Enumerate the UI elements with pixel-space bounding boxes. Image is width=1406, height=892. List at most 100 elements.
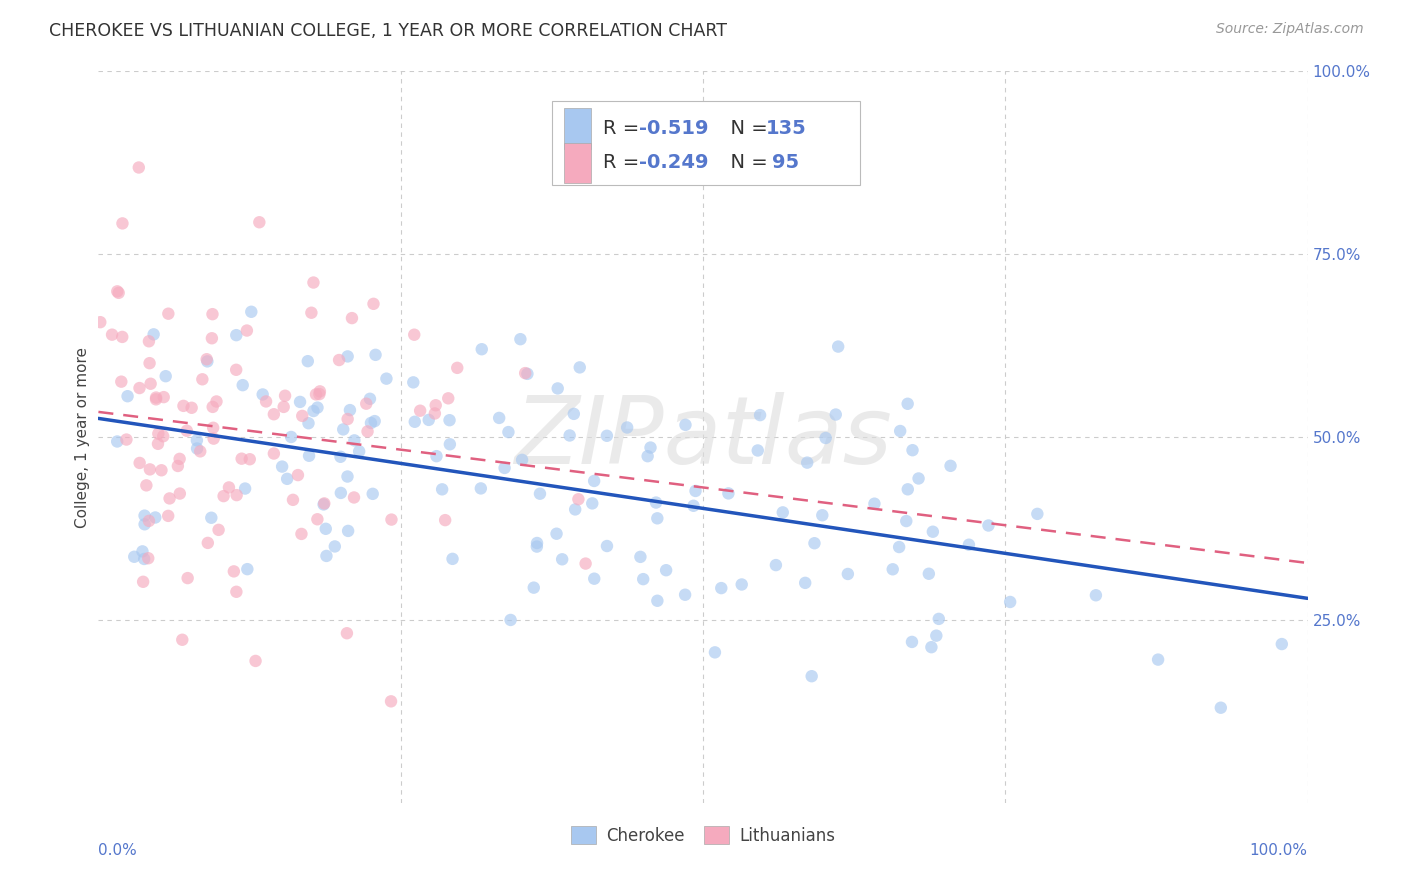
Point (887, 540, 910, 554)
Point (139, 462, 162, 476)
Point (425, 449, 447, 463)
Point (297, 416, 319, 430)
Point (616, 420, 638, 434)
Point (1209, 700, 1232, 714)
Point (263, 407, 285, 421)
Point (188, 444, 211, 458)
Point (1271, 637, 1294, 651)
Point (291, 409, 314, 423)
Point (796, 456, 818, 470)
Point (236, 324, 259, 338)
Point (1026, 507, 1049, 521)
Point (201, 400, 224, 414)
Point (117, 389, 139, 403)
Point (423, 407, 446, 421)
Point (977, 518, 1000, 533)
Point (252, 387, 274, 401)
Y-axis label: College, 1 year or more: College, 1 year or more (75, 347, 90, 527)
Point (169, 486, 191, 500)
Point (186, 434, 208, 448)
Point (201, 331, 224, 345)
Point (240, 305, 263, 319)
Point (747, 443, 769, 458)
Point (596, 539, 619, 553)
Text: R =: R = (603, 119, 645, 138)
Point (364, 348, 387, 362)
Point (897, 397, 920, 411)
Point (1147, 652, 1170, 666)
Point (703, 645, 725, 659)
Point (299, 306, 322, 320)
Point (710, 581, 733, 595)
Point (254, 394, 277, 409)
Point (637, 449, 659, 463)
Point (363, 297, 385, 311)
Point (107, 285, 129, 300)
Point (309, 384, 332, 399)
Point (404, 327, 426, 342)
Point (437, 392, 460, 406)
Point (232, 378, 254, 392)
Point (329, 450, 352, 464)
Point (434, 513, 457, 527)
Text: -0.519: -0.519 (638, 119, 709, 138)
Point (529, 486, 551, 500)
Point (562, 407, 585, 421)
Point (150, 463, 173, 477)
Point (523, 581, 546, 595)
Point (172, 399, 194, 413)
Point (138, 514, 160, 528)
Point (191, 372, 214, 386)
Point (800, 669, 823, 683)
Point (328, 353, 350, 368)
Point (218, 480, 240, 494)
Point (176, 424, 198, 438)
Point (498, 425, 520, 439)
Point (343, 434, 366, 448)
Point (418, 413, 440, 427)
Point (896, 514, 918, 528)
Point (247, 215, 270, 229)
Point (312, 498, 335, 512)
Point (138, 356, 160, 370)
Point (152, 390, 174, 404)
Point (136, 551, 159, 566)
Point (811, 508, 834, 523)
Point (89, 315, 111, 329)
Point (685, 483, 707, 498)
Point (225, 363, 247, 377)
Point (329, 486, 352, 500)
Point (202, 432, 225, 446)
Point (509, 332, 531, 346)
Point (827, 340, 849, 354)
Point (439, 413, 461, 427)
Point (446, 360, 468, 375)
Point (907, 471, 929, 485)
Point (494, 461, 516, 475)
Text: CHEROKEE VS LITHUANIAN COLLEGE, 1 YEAR OR MORE CORRELATION CHART: CHEROKEE VS LITHUANIAN COLLEGE, 1 YEAR O… (49, 22, 727, 40)
Point (225, 584, 247, 599)
Text: 100.0%: 100.0% (1250, 843, 1308, 858)
Point (212, 489, 235, 503)
Point (647, 594, 669, 608)
Point (155, 369, 177, 384)
Point (675, 417, 697, 432)
Point (339, 403, 361, 417)
Point (225, 328, 247, 343)
Point (288, 395, 311, 409)
Text: 135: 135 (766, 119, 807, 138)
Point (336, 469, 359, 483)
Point (568, 360, 591, 375)
Point (673, 588, 696, 602)
Point (302, 276, 325, 290)
Point (655, 563, 678, 577)
Point (207, 523, 229, 537)
Point (298, 449, 321, 463)
Point (596, 429, 619, 443)
Point (439, 437, 461, 451)
Point (157, 307, 180, 321)
Point (172, 632, 194, 647)
Point (195, 352, 218, 367)
Point (581, 496, 603, 510)
Point (731, 577, 754, 591)
